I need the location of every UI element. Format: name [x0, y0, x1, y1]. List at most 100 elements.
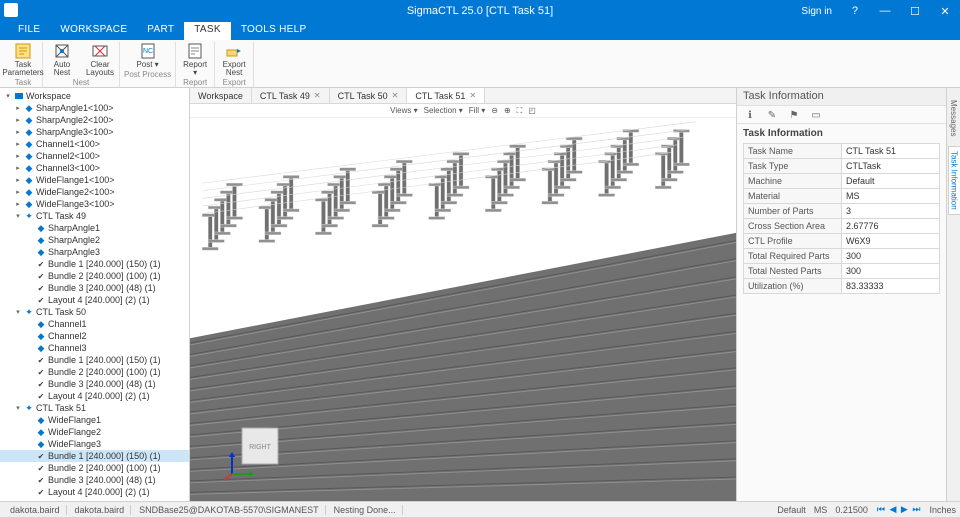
views-dropdown[interactable]: Views ▾ — [390, 106, 417, 115]
tree-twisty-icon[interactable]: ▾ — [4, 92, 12, 100]
tree-node[interactable]: ✔Bundle 3 [240.000] (48) (1) — [0, 282, 189, 294]
view-cube[interactable]: RIGHT — [220, 424, 290, 487]
clear-layouts-button[interactable]: Clear Layouts — [85, 42, 115, 77]
tree-node[interactable]: ▸◆Channel1<100> — [0, 138, 189, 150]
tree-node[interactable]: ◆SharpAngle1 — [0, 222, 189, 234]
tree-node[interactable]: ✔Bundle 1 [240.000] (150) (1) — [0, 354, 189, 366]
tree-twisty-icon[interactable]: ▸ — [14, 104, 22, 112]
tree-node[interactable]: ✔Bundle 2 [240.000] (100) (1) — [0, 366, 189, 378]
zoom-out-icon[interactable]: ⊖ — [491, 106, 498, 115]
tab-tools-help[interactable]: TOOLS HELP — [231, 22, 317, 40]
zoom-window-icon[interactable]: ◰ — [528, 106, 536, 115]
tree-twisty-icon[interactable] — [26, 356, 34, 364]
tree-node[interactable]: ◆SharpAngle2 — [0, 234, 189, 246]
auto-nest-button[interactable]: Auto Nest — [47, 42, 77, 77]
tree-twisty-icon[interactable] — [26, 464, 34, 472]
tree-twisty-icon[interactable] — [26, 452, 34, 460]
tree-node[interactable]: ✔Bundle 1 [240.000] (150) (1) — [0, 258, 189, 270]
tree-node[interactable]: ▸◆Channel2<100> — [0, 150, 189, 162]
close-tab-icon[interactable]: ✕ — [392, 91, 399, 100]
tree-twisty-icon[interactable]: ▸ — [14, 200, 22, 208]
tree-twisty-icon[interactable] — [26, 272, 34, 280]
tree-node[interactable]: ◆Channel1 — [0, 318, 189, 330]
tree-node[interactable]: ▸◆WideFlange3<100> — [0, 198, 189, 210]
fill-dropdown[interactable]: Fill ▾ — [469, 106, 485, 115]
tree-twisty-icon[interactable] — [26, 344, 34, 352]
tree-twisty-icon[interactable] — [26, 260, 34, 268]
maximize-button[interactable]: ☐ — [900, 0, 930, 22]
tree-twisty-icon[interactable]: ▸ — [14, 176, 22, 184]
tree-twisty-icon[interactable] — [26, 380, 34, 388]
tree-twisty-icon[interactable]: ▸ — [14, 164, 22, 172]
tree-node[interactable]: ◆WideFlange1 — [0, 414, 189, 426]
close-button[interactable]: ✕ — [930, 0, 960, 22]
tree-twisty-icon[interactable] — [26, 440, 34, 448]
selection-dropdown[interactable]: Selection ▾ — [424, 106, 463, 115]
tree-node[interactable]: ◆SharpAngle3 — [0, 246, 189, 258]
tree-node[interactable]: ✔Layout 4 [240.000] (2) (1) — [0, 294, 189, 306]
folder-icon[interactable]: ▭ — [809, 108, 823, 122]
tree-twisty-icon[interactable] — [26, 476, 34, 484]
tree-node[interactable]: ✔Bundle 2 [240.000] (100) (1) — [0, 462, 189, 474]
tree-twisty-icon[interactable] — [26, 224, 34, 232]
tree-twisty-icon[interactable]: ▾ — [14, 308, 22, 316]
doc-tab[interactable]: CTL Task 51✕ — [407, 88, 485, 103]
doc-tab[interactable]: Workspace — [190, 88, 252, 103]
edit-icon[interactable]: ✎ — [765, 108, 779, 122]
nav-prev-icon[interactable]: ◀ — [889, 504, 896, 514]
tree-node[interactable]: ▸◆WideFlange1<100> — [0, 174, 189, 186]
zoom-fit-icon[interactable]: ⛶ — [517, 106, 523, 116]
tree-twisty-icon[interactable]: ▸ — [14, 188, 22, 196]
rtab-messages[interactable]: Messages — [948, 96, 959, 140]
flag-icon[interactable]: ⚑ — [787, 108, 801, 122]
tree-twisty-icon[interactable] — [26, 284, 34, 292]
tree-node[interactable]: ✔Bundle 3 [240.000] (48) (1) — [0, 474, 189, 486]
info-icon[interactable]: ℹ — [743, 108, 757, 122]
close-tab-icon[interactable]: ✕ — [314, 91, 321, 100]
tree-node[interactable]: ✔Bundle 1 [240.000] (150) (1) — [0, 450, 189, 462]
tab-task[interactable]: TASK — [184, 22, 231, 40]
tree-node[interactable]: ▸◆SharpAngle1<100> — [0, 102, 189, 114]
tree-node[interactable]: ▾✦CTL Task 49 — [0, 210, 189, 222]
tree-twisty-icon[interactable] — [26, 236, 34, 244]
tree-twisty-icon[interactable] — [26, 416, 34, 424]
tree-twisty-icon[interactable] — [26, 392, 34, 400]
tree-node[interactable]: ◆WideFlange2 — [0, 426, 189, 438]
workspace-tree[interactable]: ▾Workspace▸◆SharpAngle1<100>▸◆SharpAngle… — [0, 88, 190, 501]
tree-twisty-icon[interactable]: ▸ — [14, 140, 22, 148]
zoom-in-icon[interactable]: ⊕ — [504, 106, 511, 115]
tree-node[interactable]: ◆WideFlange3 — [0, 438, 189, 450]
close-tab-icon[interactable]: ✕ — [469, 91, 476, 100]
tree-node[interactable]: ▾Workspace — [0, 90, 189, 102]
tree-twisty-icon[interactable] — [26, 332, 34, 340]
tab-part[interactable]: PART — [137, 22, 184, 40]
tree-twisty-icon[interactable] — [26, 488, 34, 496]
tree-node[interactable]: ▾✦CTL Task 50 — [0, 306, 189, 318]
post-button[interactable]: NC Post ▾ — [133, 42, 163, 69]
doc-tab[interactable]: CTL Task 50✕ — [330, 88, 408, 103]
tab-workspace[interactable]: WORKSPACE — [50, 22, 137, 40]
tree-twisty-icon[interactable] — [26, 428, 34, 436]
tree-twisty-icon[interactable] — [26, 248, 34, 256]
rtab-task-information[interactable]: Task Information — [948, 146, 960, 215]
minimize-button[interactable]: — — [870, 0, 900, 22]
tree-node[interactable]: ▸◆SharpAngle2<100> — [0, 114, 189, 126]
task-parameters-button[interactable]: Task Parameters — [8, 42, 38, 77]
tree-node[interactable]: ✔Bundle 2 [240.000] (100) (1) — [0, 270, 189, 282]
tree-twisty-icon[interactable] — [26, 320, 34, 328]
sign-in-link[interactable]: Sign in — [801, 0, 832, 22]
tree-node[interactable]: ◆Channel2 — [0, 330, 189, 342]
tree-node[interactable]: ▾✦CTL Task 51 — [0, 402, 189, 414]
tree-twisty-icon[interactable] — [26, 368, 34, 376]
nav-next-icon[interactable]: ▶ — [901, 504, 908, 514]
nav-last-icon[interactable]: ⏭ — [912, 504, 920, 514]
nav-first-icon[interactable]: ⏮ — [877, 504, 885, 514]
tree-twisty-icon[interactable] — [26, 296, 34, 304]
tree-node[interactable]: ▸◆WideFlange2<100> — [0, 186, 189, 198]
tree-node[interactable]: ✔Bundle 3 [240.000] (48) (1) — [0, 378, 189, 390]
tree-node[interactable]: ✔Layout 4 [240.000] (2) (1) — [0, 486, 189, 498]
tree-twisty-icon[interactable]: ▸ — [14, 152, 22, 160]
help-icon[interactable]: ? — [852, 0, 858, 22]
tree-node[interactable]: ✔Layout 4 [240.000] (2) (1) — [0, 390, 189, 402]
tree-twisty-icon[interactable]: ▸ — [14, 116, 22, 124]
